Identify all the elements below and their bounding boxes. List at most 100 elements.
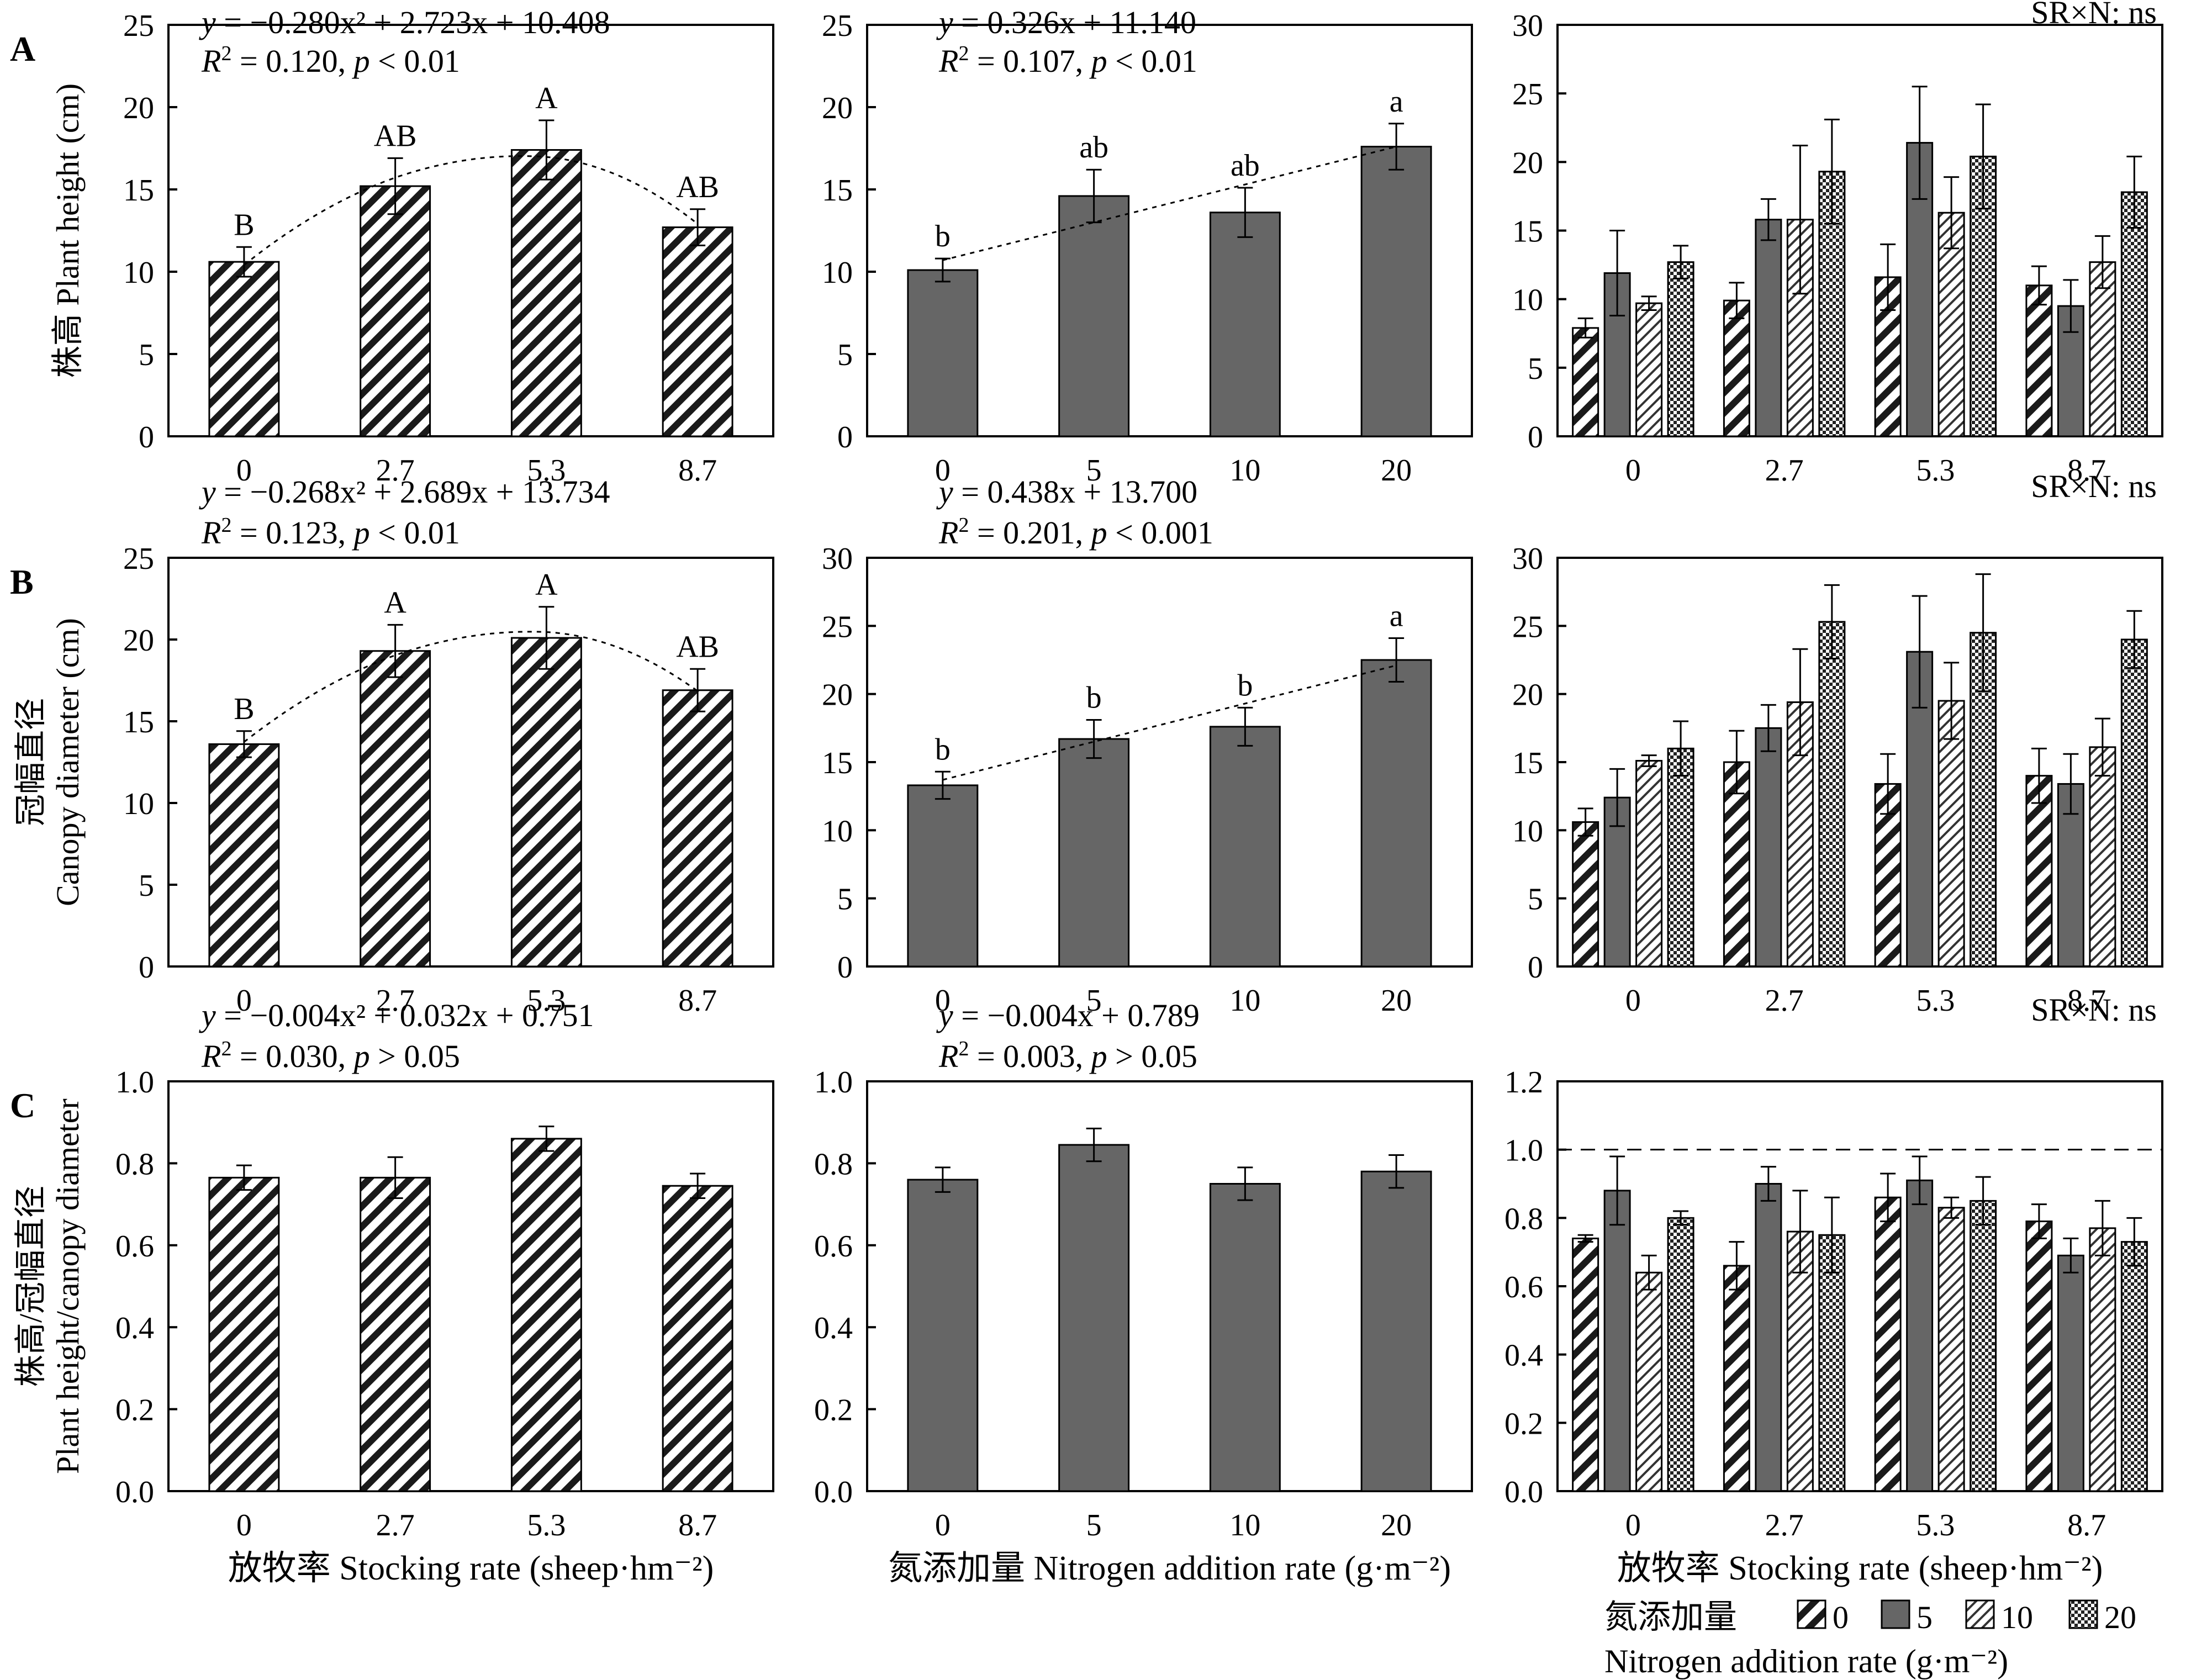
bar-series-10 [2089,261,2116,437]
regression-equation: y = −0.004x² + 0.032x + 0.751 [199,997,594,1033]
bar-series-0 [1723,761,1750,968]
x-tick-label: 5.3 [1916,984,1955,1018]
bar-series-20 [1667,1217,1694,1492]
x-tick-label: 8.7 [2067,984,2106,1018]
bar-series-10 [1635,1271,1663,1492]
y-tick-label: 10 [123,256,154,290]
x-tick-label: 5.3 [527,984,566,1018]
x-tick-label: 0 [236,1508,252,1542]
legend-swatch-5 [1881,1599,1910,1629]
bar-series-20 [1970,1200,1997,1492]
bar [208,1176,280,1492]
y-tick-label: 0.0 [814,1475,853,1509]
bar-series-10 [1786,1230,1814,1492]
bar-series-5 [1755,1183,1782,1492]
y-tick-label: 15 [1512,215,1543,249]
y-tick-label: 10 [123,787,154,821]
x-axis-label: 放牧率 Stocking rate (sheep·hm⁻²) [1617,1550,2103,1587]
bar-series-0 [2025,1221,2053,1492]
chart-B1: 0 5 10 15 20 25 0 2.7 5.3 8.7 B A A AB y = −0.268x² + … [10,474,774,1018]
y-tick-label: 25 [1512,77,1543,112]
x-tick-label: 8.7 [2067,453,2106,488]
bar [1360,146,1432,437]
y-tick-label: 5 [139,869,154,903]
bar-series-20 [1667,747,1694,968]
legend-title-en: Nitrogen addition rate (g·m⁻²) [1604,1643,2008,1679]
bar [1058,195,1130,437]
bar [208,743,280,968]
bar [510,637,582,968]
x-tick-label: 5.3 [527,1508,566,1542]
legend-swatch-0 [1797,1599,1826,1629]
bar [662,689,733,968]
panel-label: C [10,1086,35,1125]
y-tick-label: 10 [1512,814,1543,848]
bar-series-0 [2025,775,2053,968]
significance-letter: AB [676,170,719,204]
regression-stats: R2 = 0.107, p < 0.01 [938,42,1197,79]
legend-label-0: 0 [1833,1599,1849,1635]
y-tick-label: 15 [123,705,154,739]
x-tick-label: 0 [935,453,951,488]
x-tick-label: 2.7 [376,1508,415,1542]
y-axis-label-en: Canopy diameter (cm) [50,618,86,906]
bar-series-0 [1723,299,1750,437]
y-tick-label: 1.0 [115,1065,154,1100]
y-tick-label: 0.6 [115,1229,154,1264]
chart-B2: 0 5 10 15 20 25 30 0 5 10 20 b b b a y = 0.438x + 13.70… [822,474,1473,1018]
y-tick-label: 25 [1512,610,1543,644]
chart-A2: 0 5 10 15 20 25 0 5 10 20 b ab ab a y = 0.326x + 11.14… [822,4,1473,488]
y-tick-label: 5 [837,338,853,372]
x-tick-label: 2.7 [376,984,415,1018]
bar [1360,659,1432,968]
y-tick-label: 0.2 [1504,1407,1543,1441]
regression-equation: y = −0.268x² + 2.689x + 13.734 [199,474,610,510]
y-tick-label: 1.0 [814,1065,853,1100]
y-tick-label: 5 [1528,883,1543,917]
x-tick-label: 8.7 [678,453,717,488]
chart-A3: 0 5 10 15 20 25 30 0 2.7 5.3 8.7 SR×N: ns [1512,0,2163,488]
significance-letter: B [234,692,254,726]
y-tick-label: 0 [837,950,853,985]
y-tick-label: 0.8 [814,1147,853,1181]
bar [907,1179,979,1492]
y-tick-label: 20 [123,91,154,125]
significance-letter: b [935,219,951,253]
significance-letter: A [535,81,558,115]
regression-stats: R2 = 0.201, p < 0.001 [938,514,1213,551]
interaction-note: SR×N: ns [2031,0,2157,30]
bar-series-10 [1635,302,1663,437]
bar [662,1185,733,1492]
interaction-note: SR×N: ns [2031,468,2157,504]
regression-equation: y = −0.280x² + 2.723x + 10.408 [199,4,610,40]
significance-letter: ab [1231,149,1260,183]
x-tick-label: 20 [1381,453,1412,488]
bar-series-10 [2089,746,2116,968]
y-tick-label: 25 [123,9,154,43]
bar-series-10 [1937,700,1965,968]
fit-line [942,664,1397,781]
x-tick-label: 10 [1229,453,1260,488]
x-tick-label: 0 [236,984,252,1018]
bar [662,226,733,437]
bar-series-20 [1970,155,1997,437]
regression-equation: y = 0.326x + 11.140 [936,4,1196,40]
y-tick-label: 0.6 [814,1229,853,1264]
bar [907,784,979,968]
x-tick-label: 5.3 [1916,1508,1955,1542]
y-tick-label: 5 [1528,352,1543,386]
y-tick-label: 0.4 [115,1311,154,1345]
interaction-note: SR×N: ns [2031,992,2157,1028]
x-tick-label: 0 [935,1508,951,1542]
x-tick-label: 8.7 [678,984,717,1018]
y-tick-label: 5 [837,883,853,917]
bar [208,261,280,437]
bar [360,1176,431,1492]
legend-label-10: 10 [2001,1599,2033,1635]
y-tick-label: 1.2 [1504,1065,1543,1100]
legend-swatch-20 [2068,1599,2098,1629]
x-tick-label: 8.7 [2067,1508,2106,1542]
y-tick-label: 30 [822,542,853,576]
x-tick-label: 2.7 [376,453,415,488]
y-tick-label: 0 [837,420,853,455]
